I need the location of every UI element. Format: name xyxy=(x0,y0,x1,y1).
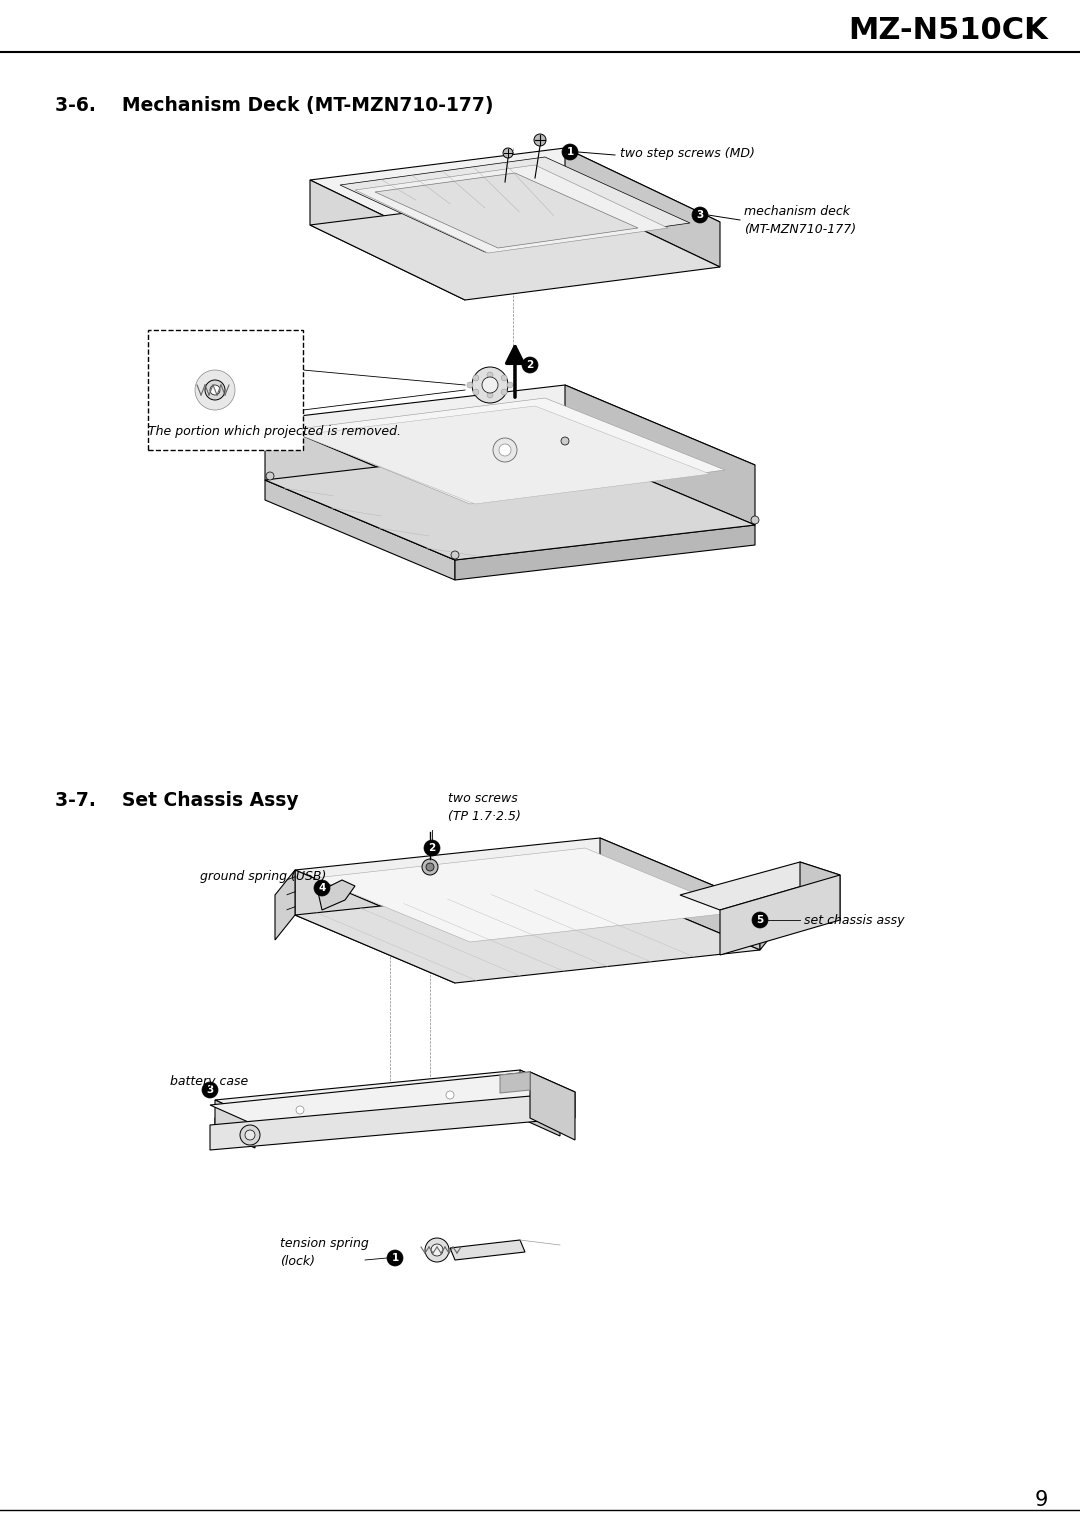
Polygon shape xyxy=(265,445,755,559)
Circle shape xyxy=(451,552,459,559)
Polygon shape xyxy=(215,1100,255,1148)
Circle shape xyxy=(205,380,225,400)
Circle shape xyxy=(499,445,511,455)
Circle shape xyxy=(487,393,492,397)
Text: ground spring (USB): ground spring (USB) xyxy=(200,869,326,883)
Polygon shape xyxy=(215,1088,519,1148)
Circle shape xyxy=(240,1125,260,1144)
Circle shape xyxy=(473,390,478,396)
Text: 3: 3 xyxy=(206,1085,214,1096)
Circle shape xyxy=(507,382,513,388)
Circle shape xyxy=(473,374,478,380)
Circle shape xyxy=(752,912,768,927)
Polygon shape xyxy=(600,837,760,950)
Text: two screws
(TP 1.7·2.5): two screws (TP 1.7·2.5) xyxy=(448,792,521,824)
Text: 1: 1 xyxy=(391,1253,399,1264)
Polygon shape xyxy=(210,1093,575,1151)
Circle shape xyxy=(296,1106,303,1114)
Text: 3-7.    Set Chassis Assy: 3-7. Set Chassis Assy xyxy=(55,790,299,810)
Text: battery case: battery case xyxy=(170,1076,248,1088)
Text: set chassis assy: set chassis assy xyxy=(804,914,905,926)
Circle shape xyxy=(522,358,538,373)
Circle shape xyxy=(492,439,517,461)
Circle shape xyxy=(751,516,759,524)
Polygon shape xyxy=(295,837,760,938)
Text: mechanism deck
(MT-MZN710-177): mechanism deck (MT-MZN710-177) xyxy=(744,205,856,235)
Text: 2: 2 xyxy=(526,361,534,370)
Circle shape xyxy=(426,863,434,871)
Text: 2: 2 xyxy=(429,843,435,853)
Polygon shape xyxy=(210,1073,575,1125)
Polygon shape xyxy=(310,148,720,255)
Text: 5: 5 xyxy=(756,915,764,924)
Circle shape xyxy=(501,390,508,396)
Polygon shape xyxy=(318,880,355,911)
Text: 4: 4 xyxy=(319,883,326,892)
Circle shape xyxy=(387,1250,403,1267)
Polygon shape xyxy=(340,157,690,252)
Circle shape xyxy=(467,382,473,388)
Circle shape xyxy=(501,374,508,380)
Polygon shape xyxy=(215,1070,561,1118)
Text: 1: 1 xyxy=(566,147,573,157)
Circle shape xyxy=(195,370,235,410)
Circle shape xyxy=(482,377,498,393)
Circle shape xyxy=(446,1091,454,1099)
Circle shape xyxy=(431,1244,443,1256)
Circle shape xyxy=(487,371,492,377)
Circle shape xyxy=(562,144,578,160)
Circle shape xyxy=(424,840,440,856)
Polygon shape xyxy=(519,1070,561,1135)
Polygon shape xyxy=(565,385,755,526)
Polygon shape xyxy=(500,1073,530,1093)
Polygon shape xyxy=(300,406,710,504)
Circle shape xyxy=(245,1131,255,1140)
Polygon shape xyxy=(275,869,295,940)
Circle shape xyxy=(422,859,438,876)
Circle shape xyxy=(210,385,220,396)
Text: 3: 3 xyxy=(697,209,704,220)
Circle shape xyxy=(314,880,330,895)
Polygon shape xyxy=(265,385,755,500)
Circle shape xyxy=(561,437,569,445)
Circle shape xyxy=(202,1082,218,1099)
Text: The portion which projected is removed.: The portion which projected is removed. xyxy=(148,425,401,439)
Circle shape xyxy=(534,134,546,147)
Polygon shape xyxy=(310,193,720,299)
Polygon shape xyxy=(565,148,720,267)
Polygon shape xyxy=(315,848,740,941)
Polygon shape xyxy=(295,883,760,983)
Polygon shape xyxy=(375,173,638,248)
Circle shape xyxy=(472,367,508,403)
Polygon shape xyxy=(295,869,455,983)
Text: two step screws (MD): two step screws (MD) xyxy=(620,147,755,159)
Circle shape xyxy=(426,1238,449,1262)
Text: MZ-N510CK: MZ-N510CK xyxy=(848,15,1048,44)
Polygon shape xyxy=(291,397,725,504)
Polygon shape xyxy=(455,526,755,581)
FancyBboxPatch shape xyxy=(148,330,303,451)
Polygon shape xyxy=(265,480,455,581)
Polygon shape xyxy=(450,1241,525,1261)
Text: 3-6.    Mechanism Deck (MT-MZN710-177): 3-6. Mechanism Deck (MT-MZN710-177) xyxy=(55,96,494,115)
Polygon shape xyxy=(355,165,669,254)
Text: 9: 9 xyxy=(1035,1490,1048,1510)
Circle shape xyxy=(503,148,513,157)
Text: tension spring
(lock): tension spring (lock) xyxy=(280,1236,368,1268)
Polygon shape xyxy=(530,1073,575,1140)
Circle shape xyxy=(692,206,708,223)
Polygon shape xyxy=(310,180,465,299)
Polygon shape xyxy=(680,862,840,911)
Polygon shape xyxy=(265,420,455,559)
Circle shape xyxy=(266,472,274,480)
Polygon shape xyxy=(760,879,780,950)
Polygon shape xyxy=(800,862,840,920)
Polygon shape xyxy=(720,876,840,955)
